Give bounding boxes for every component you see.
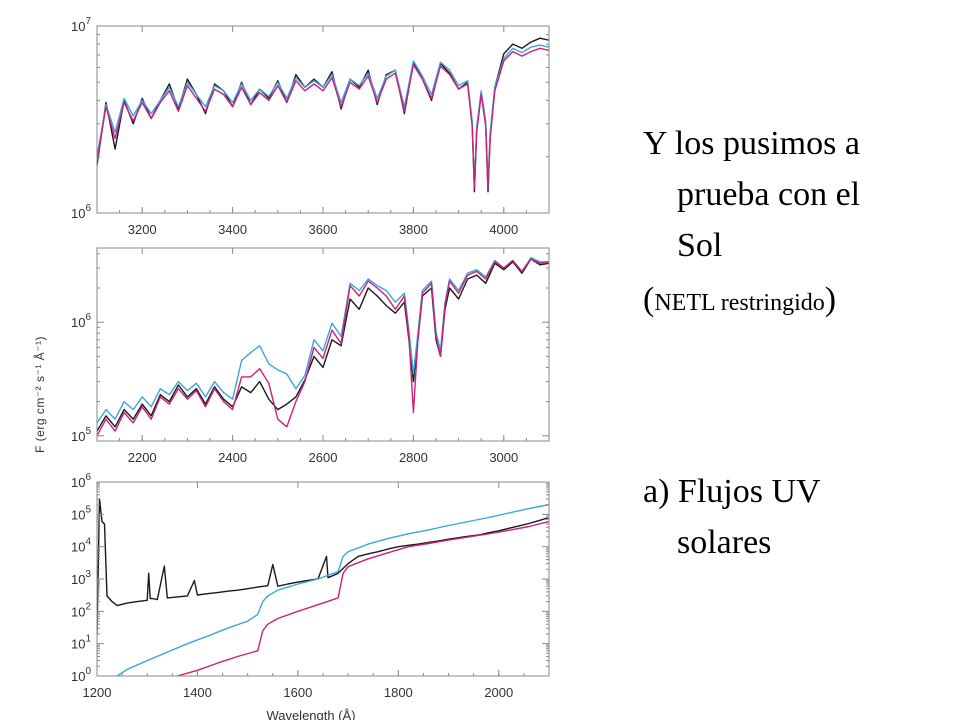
y-tick-label: 105 xyxy=(71,504,91,522)
series-line-2 xyxy=(97,257,549,424)
slide-text-netl: (NETL restringido) xyxy=(643,280,836,323)
x-tick-label: 3600 xyxy=(309,222,338,237)
y-tick-label: 106 xyxy=(71,312,91,330)
chart-panel-1: 3200 3400 3600 3800 4000 106 107 xyxy=(71,16,550,237)
y-tick-label: 104 xyxy=(71,537,91,555)
chart-panel-2: 2200 2400 2600 2800 3000 105 106 F (erg cm⁻² s⁻… xyxy=(32,247,550,465)
x-axis-label: Wavelength (Å) xyxy=(266,708,355,720)
series-line-2 xyxy=(97,44,549,187)
plot-frame xyxy=(96,481,550,677)
plot-frame xyxy=(96,25,550,214)
netl-open-paren: ( xyxy=(643,281,655,318)
y-tick-label: 103 xyxy=(71,569,91,587)
solar-uv-flux-figure: 3200 3400 3600 3800 4000 106 107 2200 2400 2600 28… xyxy=(32,16,550,720)
x-tick-label: 3400 xyxy=(218,222,247,237)
x-tick-label: 1200 xyxy=(83,685,112,700)
series-group xyxy=(97,257,549,437)
intro-line-1: Y los pusimos a xyxy=(643,125,860,162)
series-line-3 xyxy=(97,47,549,190)
series-line-3 xyxy=(97,258,549,437)
uv-line-2: solares xyxy=(677,524,772,561)
plot-frame xyxy=(96,247,550,442)
x-tick-label: 2600 xyxy=(309,450,338,465)
intro-line-2: prueba con el xyxy=(677,176,861,213)
series-group xyxy=(97,37,549,193)
y-axis-label: F (erg cm⁻² s⁻¹ Å⁻¹) xyxy=(32,336,47,453)
x-tick-label: 2000 xyxy=(484,685,513,700)
y-tick-label: 101 xyxy=(71,634,91,652)
x-tick-label: 2200 xyxy=(128,450,157,465)
series-line-1 xyxy=(97,37,549,193)
series-line-2 xyxy=(116,503,549,676)
slide-text-uv-fluxes: a) Flujos UV solares xyxy=(643,466,943,568)
y-tick-label: 106 xyxy=(71,472,91,490)
x-tick-label: 4000 xyxy=(489,222,518,237)
x-tick-label: 1400 xyxy=(183,685,212,700)
y-tick-label: 105 xyxy=(71,426,91,444)
x-tick-label: 3000 xyxy=(489,450,518,465)
netl-label: NETL restringido xyxy=(654,290,825,316)
y-tick-label: 106 xyxy=(71,203,91,221)
slide-text-intro: Y los pusimos a prueba con el Sol xyxy=(643,118,943,271)
y-tick-label: 100 xyxy=(71,666,91,684)
x-tick-label: 3800 xyxy=(399,222,428,237)
series-line-1 xyxy=(97,498,549,634)
netl-close-paren: ) xyxy=(824,281,837,318)
series-line-1 xyxy=(97,258,549,432)
y-tick-label: 107 xyxy=(71,16,91,34)
series-line-3 xyxy=(177,520,549,676)
x-tick-label: 1600 xyxy=(283,685,312,700)
x-tick-label: 2400 xyxy=(218,450,247,465)
x-tick-label: 1800 xyxy=(384,685,413,700)
uv-line-1: a) Flujos UV xyxy=(643,473,821,510)
intro-line-3: Sol xyxy=(677,227,723,264)
y-tick-label: 102 xyxy=(71,601,91,619)
series-group xyxy=(97,498,549,676)
chart-panel-3: 1200 1400 1600 1800 2000 100 101 102 103 104 105 10… xyxy=(71,472,550,720)
x-tick-label: 3200 xyxy=(128,222,157,237)
x-tick-label: 2800 xyxy=(399,450,428,465)
